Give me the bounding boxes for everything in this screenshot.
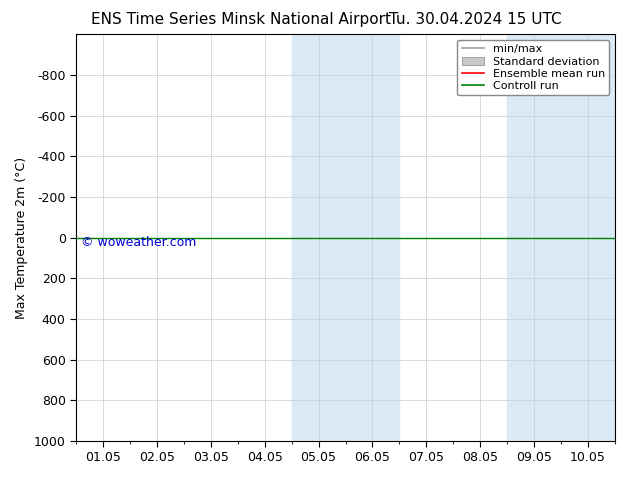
Text: Tu. 30.04.2024 15 UTC: Tu. 30.04.2024 15 UTC <box>389 12 562 27</box>
Bar <box>507 34 561 441</box>
Y-axis label: Max Temperature 2m (°C): Max Temperature 2m (°C) <box>15 157 29 318</box>
Bar <box>346 34 399 441</box>
Bar <box>561 34 615 441</box>
Text: ENS Time Series Minsk National Airport: ENS Time Series Minsk National Airport <box>91 12 391 27</box>
Text: © woweather.com: © woweather.com <box>81 236 197 248</box>
Bar <box>292 34 346 441</box>
Legend: min/max, Standard deviation, Ensemble mean run, Controll run: min/max, Standard deviation, Ensemble me… <box>457 40 609 96</box>
